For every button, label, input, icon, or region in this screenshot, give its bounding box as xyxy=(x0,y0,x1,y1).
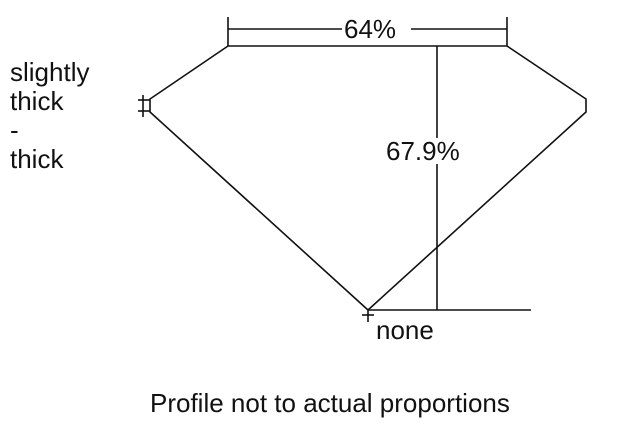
girdle-label: slightly thick - thick xyxy=(10,58,89,174)
girdle-label-line: thick xyxy=(10,144,64,174)
girdle-label-line: - xyxy=(10,115,19,145)
girdle-label-line: thick xyxy=(10,86,64,116)
diamond-outline xyxy=(149,45,587,312)
girdle-label-line: slightly xyxy=(10,57,90,87)
depth-percent-label: 67.9% xyxy=(386,136,460,166)
culet-label: none xyxy=(376,315,434,345)
table-percent-label: 64% xyxy=(344,14,397,44)
caption: Profile not to actual proportions xyxy=(150,388,510,418)
